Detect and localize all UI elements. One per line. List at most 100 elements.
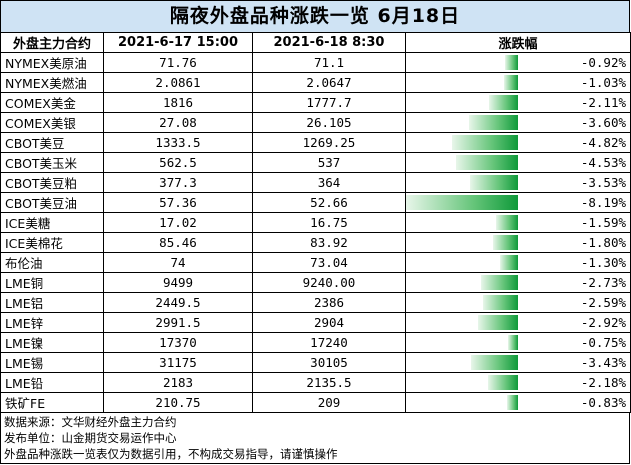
cell-contract-name[interactable]: NYMEX美原油 xyxy=(0,52,104,73)
cell-prev-price[interactable]: 1333.5 xyxy=(103,132,253,153)
cell-curr-price[interactable]: 30105 xyxy=(252,352,406,373)
cell-contract-name[interactable]: COMEX美金 xyxy=(0,92,104,113)
cell-curr-price[interactable]: 16.75 xyxy=(252,212,406,233)
cell-prev-price[interactable]: 2991.5 xyxy=(103,312,253,333)
table-row[interactable]: LME镍 17370 17240 -0.75% xyxy=(0,332,631,353)
cell-change-pct[interactable]: -4.82% xyxy=(405,132,631,153)
cell-curr-price[interactable]: 2.0647 xyxy=(252,72,406,93)
cell-prev-price[interactable]: 1816 xyxy=(103,92,253,113)
table-row[interactable]: LME铅 2183 2135.5 -2.18% xyxy=(0,372,631,393)
cell-curr-price[interactable]: 364 xyxy=(252,172,406,193)
cell-contract-name[interactable]: CBOT美玉米 xyxy=(0,152,104,173)
change-pct-label: -1.59% xyxy=(580,215,626,230)
table-row[interactable]: CBOT美豆油 57.36 52.66 -8.19% xyxy=(0,192,631,213)
cell-curr-price[interactable]: 1269.25 xyxy=(252,132,406,153)
table-row[interactable]: 布伦油 74 73.04 -1.30% xyxy=(0,252,631,273)
table-row[interactable]: LME锌 2991.5 2904 -2.92% xyxy=(0,312,631,333)
cell-contract-name[interactable]: CBOT美豆 xyxy=(0,132,104,153)
cell-change-pct[interactable]: -3.53% xyxy=(405,172,631,193)
cell-curr-price[interactable]: 9240.00 xyxy=(252,272,406,293)
cell-contract-name[interactable]: NYMEX美燃油 xyxy=(0,72,104,93)
cell-contract-name[interactable]: LME锡 xyxy=(0,352,104,373)
note-publisher: 发布单位：山金期货交易运作中心 xyxy=(4,431,177,445)
table-row[interactable]: LME铜 9499 9240.00 -2.73% xyxy=(0,272,631,293)
data-bar xyxy=(507,335,518,350)
table-row[interactable]: COMEX美银 27.08 26.105 -3.60% xyxy=(0,112,631,133)
cell-change-pct[interactable]: -1.59% xyxy=(405,212,631,233)
cell-contract-name[interactable]: LME铜 xyxy=(0,272,104,293)
cell-curr-price[interactable]: 52.66 xyxy=(252,192,406,213)
cell-change-pct[interactable]: -4.53% xyxy=(405,152,631,173)
cell-contract-name[interactable]: ICE美棉花 xyxy=(0,232,104,253)
cell-prev-price[interactable]: 2449.5 xyxy=(103,292,253,313)
cell-curr-price[interactable]: 83.92 xyxy=(252,232,406,253)
table-row[interactable]: CBOT美玉米 562.5 537 -4.53% xyxy=(0,152,631,173)
cell-prev-price[interactable]: 17.02 xyxy=(103,212,253,233)
cell-change-pct[interactable]: -1.80% xyxy=(405,232,631,253)
price-table: 外盘主力合约 2021-6-17 15:00 2021-6-18 8:30 涨跌… xyxy=(0,32,631,413)
data-bar xyxy=(488,375,518,390)
cell-contract-name[interactable]: LME铝 xyxy=(0,292,104,313)
cell-change-pct[interactable]: -2.73% xyxy=(405,272,631,293)
cell-change-pct[interactable]: -0.75% xyxy=(405,332,631,353)
cell-contract-name[interactable]: CBOT美豆油 xyxy=(0,192,104,213)
cell-prev-price[interactable]: 27.08 xyxy=(103,112,253,133)
cell-contract-name[interactable]: 布伦油 xyxy=(0,252,104,273)
cell-change-pct[interactable]: -2.11% xyxy=(405,92,631,113)
cell-curr-price[interactable]: 2386 xyxy=(252,292,406,313)
change-pct-label: -2.73% xyxy=(580,275,626,290)
cell-change-pct[interactable]: -2.59% xyxy=(405,292,631,313)
cell-change-pct[interactable]: -2.18% xyxy=(405,372,631,393)
cell-contract-name[interactable]: CBOT美豆粕 xyxy=(0,172,104,193)
cell-change-pct[interactable]: -1.03% xyxy=(405,72,631,93)
table-row[interactable]: CBOT美豆粕 377.3 364 -3.53% xyxy=(0,172,631,193)
cell-change-pct[interactable]: -8.19% xyxy=(405,192,631,213)
cell-curr-price[interactable]: 2135.5 xyxy=(252,372,406,393)
cell-contract-name[interactable]: LME镍 xyxy=(0,332,104,353)
table-row[interactable]: ICE美棉花 85.46 83.92 -1.80% xyxy=(0,232,631,253)
cell-contract-name[interactable]: LME铅 xyxy=(0,372,104,393)
data-bar xyxy=(452,135,518,150)
cell-curr-price[interactable]: 17240 xyxy=(252,332,406,353)
table-row[interactable]: 铁矿FE 210.75 209 -0.83% xyxy=(0,392,631,413)
cell-prev-price[interactable]: 562.5 xyxy=(103,152,253,173)
cell-change-pct[interactable]: -0.92% xyxy=(405,52,631,73)
cell-prev-price[interactable]: 57.36 xyxy=(103,192,253,213)
table-row[interactable]: NYMEX美原油 71.76 71.1 -0.92% xyxy=(0,52,631,73)
cell-prev-price[interactable]: 74 xyxy=(103,252,253,273)
table-row[interactable]: LME锡 31175 30105 -3.43% xyxy=(0,352,631,373)
change-pct-label: -3.53% xyxy=(580,175,626,190)
cell-curr-price[interactable]: 2904 xyxy=(252,312,406,333)
cell-contract-name[interactable]: COMEX美银 xyxy=(0,112,104,133)
cell-prev-price[interactable]: 31175 xyxy=(103,352,253,373)
cell-prev-price[interactable]: 2.0861 xyxy=(103,72,253,93)
cell-change-pct[interactable]: -2.92% xyxy=(405,312,631,333)
cell-prev-price[interactable]: 71.76 xyxy=(103,52,253,73)
table-row[interactable]: NYMEX美燃油 2.0861 2.0647 -1.03% xyxy=(0,72,631,93)
cell-change-pct[interactable]: -3.43% xyxy=(405,352,631,373)
cell-curr-price[interactable]: 209 xyxy=(252,392,406,413)
cell-contract-name[interactable]: 铁矿FE xyxy=(0,392,104,413)
cell-change-pct[interactable]: -0.83% xyxy=(405,392,631,413)
change-pct-label: -3.43% xyxy=(580,355,626,370)
cell-prev-price[interactable]: 210.75 xyxy=(103,392,253,413)
cell-prev-price[interactable]: 9499 xyxy=(103,272,253,293)
cell-curr-price[interactable]: 26.105 xyxy=(252,112,406,133)
cell-curr-price[interactable]: 537 xyxy=(252,152,406,173)
cell-prev-price[interactable]: 85.46 xyxy=(103,232,253,253)
cell-prev-price[interactable]: 2183 xyxy=(103,372,253,393)
change-pct-label: -0.92% xyxy=(580,55,626,70)
cell-change-pct[interactable]: -1.30% xyxy=(405,252,631,273)
cell-curr-price[interactable]: 73.04 xyxy=(252,252,406,273)
table-row[interactable]: ICE美糖 17.02 16.75 -1.59% xyxy=(0,212,631,233)
cell-contract-name[interactable]: LME锌 xyxy=(0,312,104,333)
table-row[interactable]: COMEX美金 1816 1777.7 -2.11% xyxy=(0,92,631,113)
table-row[interactable]: LME铝 2449.5 2386 -2.59% xyxy=(0,292,631,313)
cell-prev-price[interactable]: 377.3 xyxy=(103,172,253,193)
cell-curr-price[interactable]: 71.1 xyxy=(252,52,406,73)
cell-curr-price[interactable]: 1777.7 xyxy=(252,92,406,113)
cell-change-pct[interactable]: -3.60% xyxy=(405,112,631,133)
table-row[interactable]: CBOT美豆 1333.5 1269.25 -4.82% xyxy=(0,132,631,153)
cell-contract-name[interactable]: ICE美糖 xyxy=(0,212,104,233)
cell-prev-price[interactable]: 17370 xyxy=(103,332,253,353)
